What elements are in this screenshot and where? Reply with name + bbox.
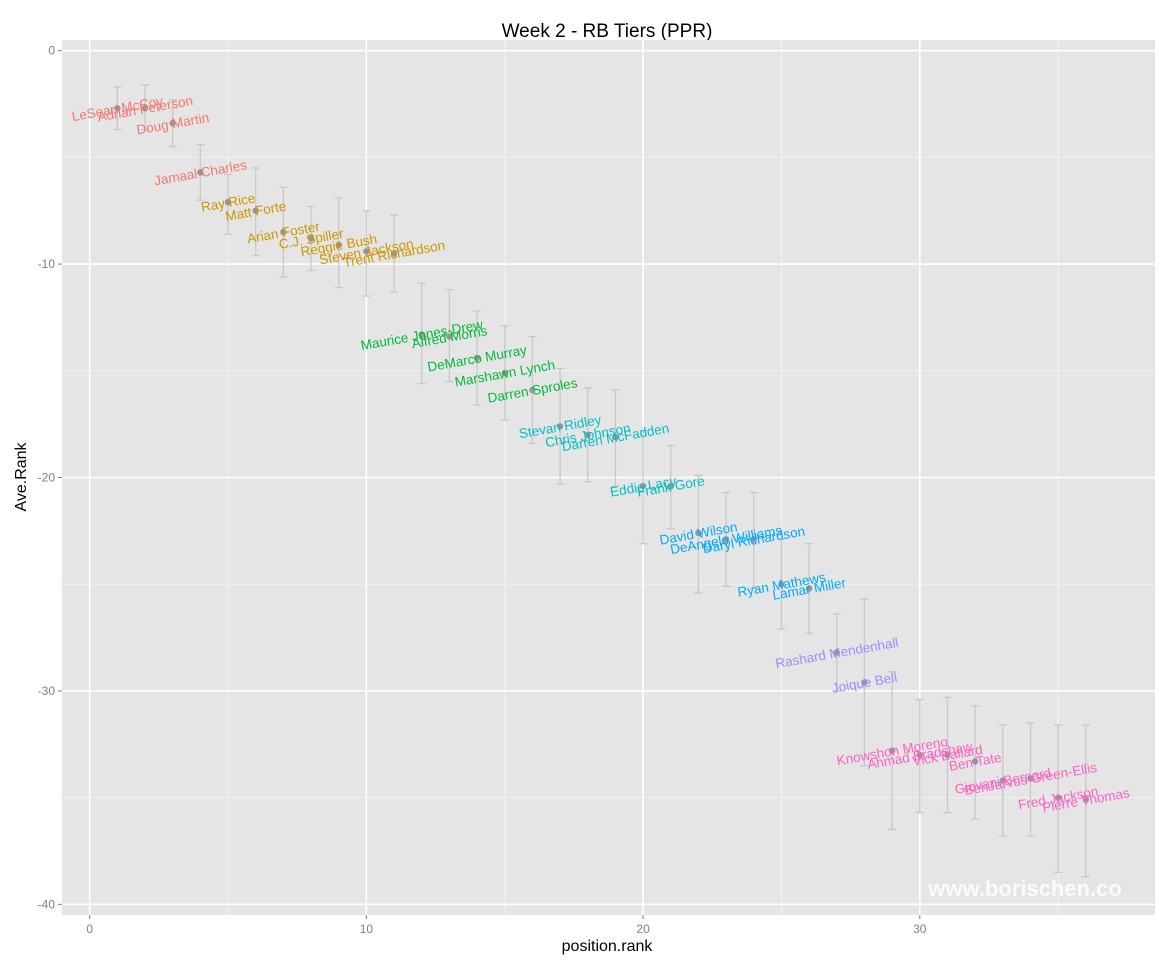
data-point xyxy=(750,536,757,543)
chart-title: Week 2 - RB Tiers (PPR) xyxy=(502,21,713,42)
data-point xyxy=(916,751,923,759)
data-point xyxy=(169,120,176,127)
data-point xyxy=(418,331,425,338)
y-tick-label: -40 xyxy=(38,897,56,911)
points xyxy=(114,105,1090,803)
x-tick-label: 20 xyxy=(636,922,650,936)
data-point xyxy=(141,105,149,112)
data-point xyxy=(363,248,370,255)
data-point xyxy=(280,228,287,236)
data-point xyxy=(667,482,674,490)
data-point xyxy=(944,751,951,759)
data-point xyxy=(390,250,398,257)
data-point xyxy=(307,235,315,242)
x-axis-ticks: 0 10 20 30 xyxy=(86,915,927,936)
x-axis-title: position.rank xyxy=(562,938,654,955)
data-point xyxy=(612,433,619,441)
y-tick-label: -20 xyxy=(38,471,56,485)
y-axis-ticks: 0 -10 -20 -30 -40 xyxy=(38,44,62,911)
data-point xyxy=(1054,794,1062,801)
data-point xyxy=(833,649,840,656)
data-point xyxy=(335,241,342,249)
data-point xyxy=(639,482,647,490)
x-tick-label: 10 xyxy=(360,922,374,936)
data-point xyxy=(529,386,536,394)
data-point xyxy=(1082,796,1090,803)
y-tick-label: 0 xyxy=(48,44,55,58)
y-tick-label: -10 xyxy=(38,257,56,271)
x-tick-label: 0 xyxy=(86,922,93,936)
data-point xyxy=(722,536,730,543)
data-point xyxy=(695,529,702,537)
data-point xyxy=(971,758,979,765)
data-point xyxy=(473,354,481,362)
data-point xyxy=(584,431,591,439)
data-point xyxy=(888,747,896,754)
data-point xyxy=(446,333,453,340)
data-point xyxy=(1027,775,1034,782)
data-point xyxy=(252,207,259,214)
watermark: www.borischen.co xyxy=(927,876,1122,901)
data-point xyxy=(501,369,508,377)
data-point xyxy=(197,169,204,176)
x-tick-label: 30 xyxy=(913,922,927,936)
data-point xyxy=(805,585,813,592)
data-point xyxy=(114,105,121,112)
data-point xyxy=(999,777,1007,784)
y-tick-label: -30 xyxy=(38,684,56,698)
data-point xyxy=(224,198,232,206)
y-axis-title: Ave.Rank xyxy=(13,441,30,511)
data-point xyxy=(556,423,564,430)
data-point xyxy=(778,581,785,588)
data-point xyxy=(861,679,868,686)
